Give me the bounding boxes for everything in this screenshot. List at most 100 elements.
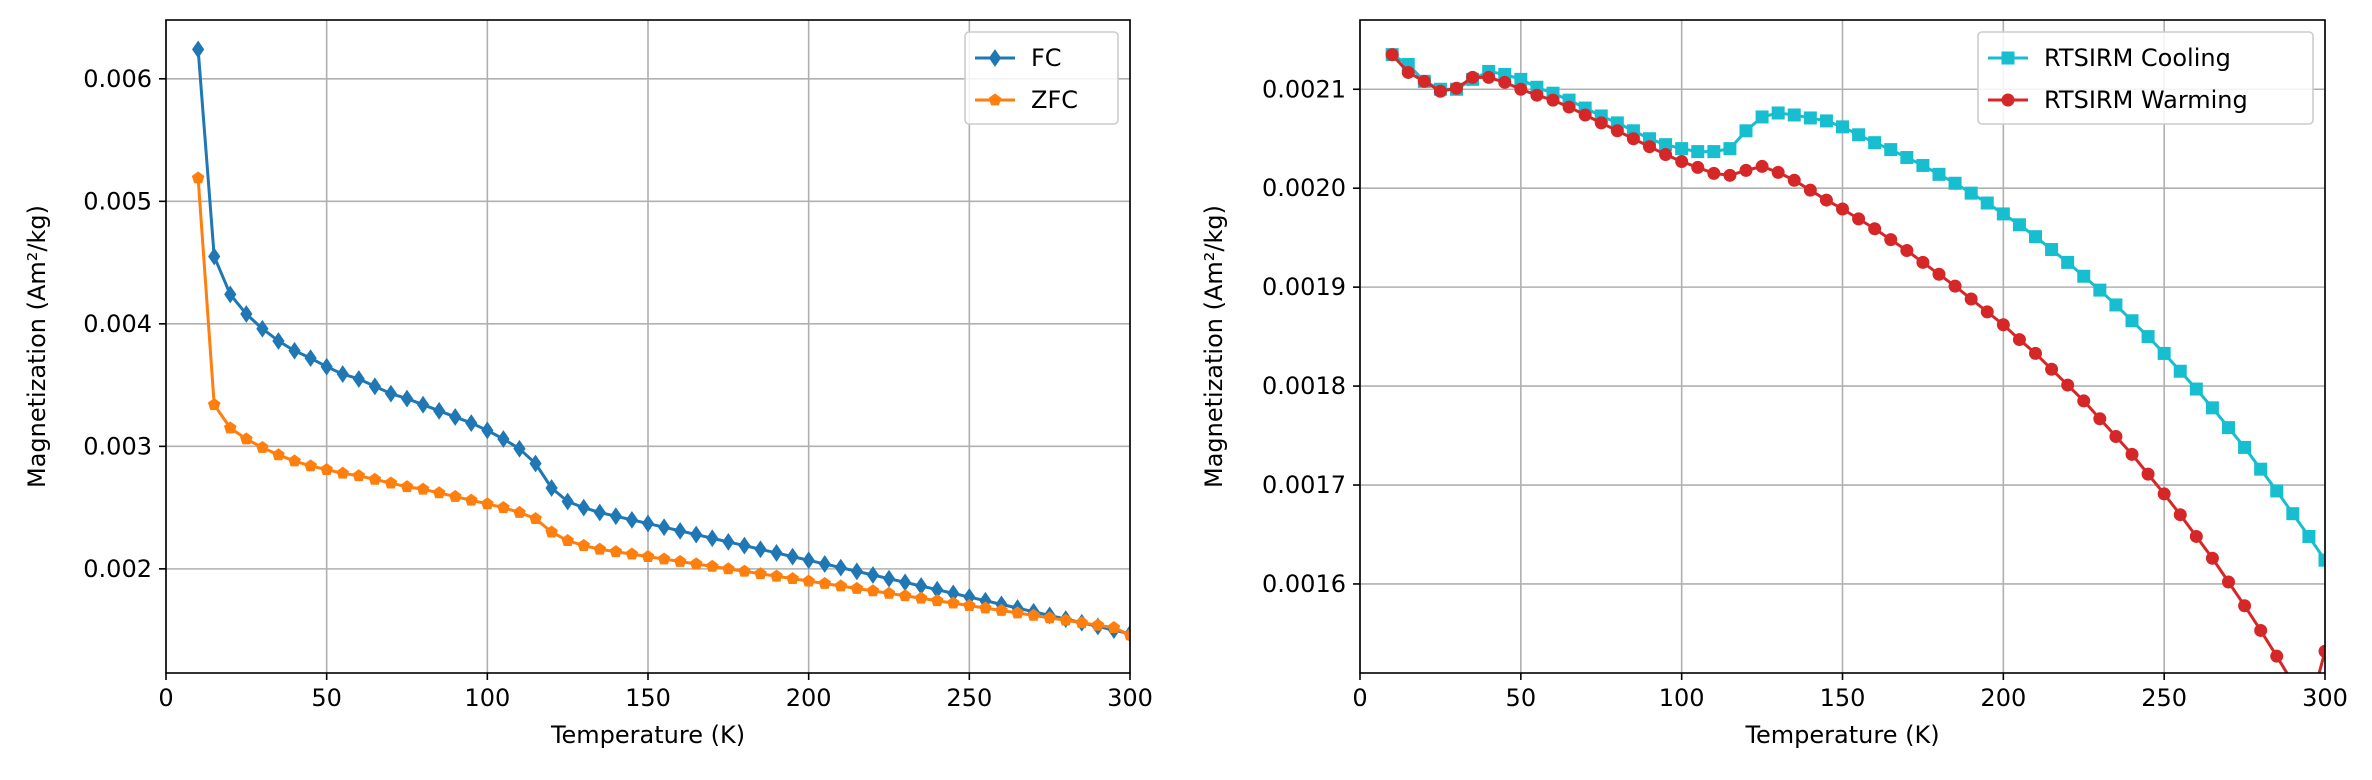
data-point-zfc xyxy=(722,562,735,575)
data-point-rtsirm-warming xyxy=(1433,84,1447,98)
y-tick-label: 0.0017 xyxy=(1262,471,1346,499)
data-point-fc xyxy=(770,544,783,562)
data-point-rtsirm-cooling xyxy=(1996,207,2010,221)
series-rtsirm-warming xyxy=(1385,48,2325,673)
x-tick-label: 100 xyxy=(1659,684,1705,712)
legend: FC ZFC xyxy=(964,31,1119,125)
data-point-rtsirm-cooling xyxy=(2109,298,2123,312)
data-point-rtsirm-cooling xyxy=(1707,145,1721,159)
data-point-zfc xyxy=(770,569,783,582)
data-point-rtsirm-cooling xyxy=(1980,196,1994,210)
y-tick-label: 0.002 xyxy=(83,555,152,583)
data-point-rtsirm-cooling xyxy=(1755,110,1769,124)
legend-label: FC xyxy=(1031,44,1062,72)
data-point-rtsirm-cooling xyxy=(2286,507,2300,521)
x-tick-label: 200 xyxy=(786,684,832,712)
data-point-zfc xyxy=(577,538,591,551)
data-point-zfc xyxy=(1075,616,1089,629)
x-tick-label: 0 xyxy=(1352,684,1367,712)
data-point-zfc xyxy=(882,586,896,599)
data-point-fc xyxy=(208,247,221,266)
data-point-zfc xyxy=(995,603,1008,616)
data-point-zfc xyxy=(625,547,639,560)
y-tick-label: 0.0021 xyxy=(1262,75,1346,103)
data-point-zfc xyxy=(240,432,253,445)
data-point-rtsirm-warming xyxy=(2222,575,2235,589)
data-point-rtsirm-cooling xyxy=(2141,330,2155,344)
data-point-rtsirm-cooling xyxy=(1964,186,1978,200)
data-point-rtsirm-cooling xyxy=(1868,136,1882,150)
data-point-rtsirm-cooling xyxy=(1900,151,1914,165)
data-point-fc xyxy=(786,547,799,566)
data-point-rtsirm-warming xyxy=(1932,267,1946,281)
data-point-rtsirm-warming xyxy=(2238,599,2252,613)
legend-marker xyxy=(988,49,1002,67)
data-point-fc xyxy=(465,414,478,432)
data-point-rtsirm-cooling xyxy=(2222,421,2235,435)
data-point-fc xyxy=(272,332,285,350)
data-point-rtsirm-warming xyxy=(1417,74,1431,88)
data-point-zfc xyxy=(256,440,269,453)
data-point-rtsirm-warming xyxy=(1466,70,1480,84)
data-point-rtsirm-warming xyxy=(2270,649,2284,663)
data-point-zfc xyxy=(384,476,398,489)
data-point-zfc xyxy=(207,398,221,411)
data-point-rtsirm-warming xyxy=(1852,212,1866,226)
data-point-rtsirm-cooling xyxy=(2205,401,2219,415)
data-point-rtsirm-warming xyxy=(1578,108,1592,122)
data-point-fc xyxy=(818,555,831,573)
data-point-rtsirm-warming xyxy=(1996,318,2010,332)
data-point-rtsirm-warming xyxy=(1482,70,1496,84)
data-point-rtsirm-warming xyxy=(1900,244,1914,258)
x-axis-label: Temperature (K) xyxy=(550,721,745,749)
data-point-fc xyxy=(577,498,590,517)
data-point-zfc xyxy=(914,591,928,604)
data-point-rtsirm-warming xyxy=(1514,82,1528,96)
data-point-zfc xyxy=(400,480,414,493)
x-tick-label: 250 xyxy=(2141,684,2187,712)
data-point-rtsirm-cooling xyxy=(2302,529,2316,543)
data-point-fc xyxy=(561,492,574,511)
data-point-rtsirm-warming xyxy=(1626,132,1640,146)
data-point-fc xyxy=(224,285,237,304)
data-point-rtsirm-cooling xyxy=(1723,142,1737,156)
data-point-zfc xyxy=(497,500,510,513)
data-point-rtsirm-warming xyxy=(2061,378,2075,392)
data-point-zfc xyxy=(481,497,494,510)
data-point-zfc xyxy=(963,599,976,611)
data-point-rtsirm-cooling xyxy=(1916,158,1930,172)
data-point-rtsirm-cooling xyxy=(2061,255,2075,269)
legend-label: RTSIRM Warming xyxy=(2044,86,2248,114)
data-point-rtsirm-warming xyxy=(2125,447,2139,461)
data-point-zfc xyxy=(609,545,623,558)
data-point-zfc xyxy=(850,581,864,594)
data-point-rtsirm-cooling xyxy=(2157,346,2171,360)
data-point-rtsirm-cooling xyxy=(1771,106,1785,120)
data-point-fc xyxy=(352,370,365,388)
data-point-fc xyxy=(641,514,655,533)
magnetization-fc-zfc-chart: 0 50 100 150 200 250 300 0.002 0.003 0.004 0.005 0.… xyxy=(23,19,1153,749)
data-point-zfc xyxy=(673,554,687,567)
data-point-rtsirm-cooling xyxy=(2270,484,2284,498)
x-tick-label: 50 xyxy=(311,684,342,712)
data-point-zfc xyxy=(288,454,301,467)
data-point-rtsirm-cooling xyxy=(1691,145,1705,159)
data-point-rtsirm-warming xyxy=(2012,333,2026,347)
data-point-zfc xyxy=(689,557,703,570)
x-tick-label: 200 xyxy=(1980,684,2026,712)
data-point-fc xyxy=(674,522,687,540)
data-point-rtsirm-warming xyxy=(1916,255,1930,269)
data-point-zfc xyxy=(352,469,366,482)
data-point-fc xyxy=(368,377,381,396)
data-point-zfc xyxy=(754,567,767,580)
y-axis-label: Magnetization (Am²/kg) xyxy=(23,205,51,488)
data-point-rtsirm-warming xyxy=(1546,93,1560,107)
data-point-fc xyxy=(866,566,880,584)
data-point-fc xyxy=(497,430,510,448)
data-point-fc xyxy=(336,365,349,383)
data-point-zfc xyxy=(1027,608,1040,621)
data-point-fc xyxy=(802,551,815,570)
data-point-rtsirm-cooling xyxy=(2318,553,2325,567)
data-point-zfc xyxy=(657,552,671,565)
data-point-rtsirm-cooling xyxy=(1852,128,1866,142)
